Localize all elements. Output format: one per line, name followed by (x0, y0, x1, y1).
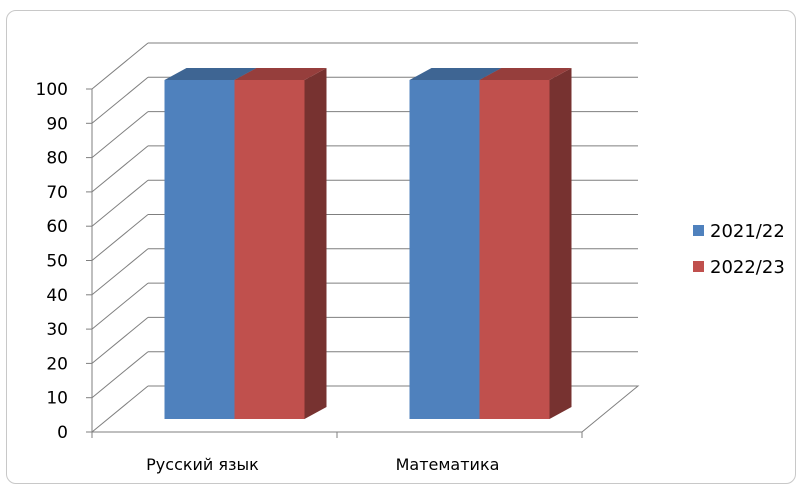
x-tick-label: Русский язык (146, 455, 259, 474)
y-tick-label: 10 (46, 389, 68, 409)
axes (86, 88, 583, 438)
y-tick-label: 0 (57, 423, 68, 443)
y-tick-label: 20 (46, 354, 68, 374)
bar-side-2022/23 (304, 68, 327, 419)
gridline-side (91, 111, 149, 158)
y-tick-label: 90 (46, 114, 68, 134)
bar-top-2022/23 (234, 68, 327, 80)
legend-label: 2021/22 (710, 221, 785, 242)
bar-side-2022/23 (549, 68, 572, 419)
bar-top-2022/23 (479, 68, 572, 80)
gridline-side (91, 385, 149, 433)
gridline-side (91, 351, 149, 399)
bars (164, 68, 572, 419)
bar-2021/22-Математика (409, 80, 480, 419)
bar-top-2021/22 (409, 68, 502, 80)
x-tick-label: Математика (396, 455, 500, 474)
y-tick-label: 70 (46, 183, 68, 203)
gridline-side (91, 248, 149, 296)
legend: 2021/22 2022/23 (693, 221, 785, 278)
y-tick-label: 40 (46, 286, 68, 306)
y-tick-label: 100 (36, 80, 68, 100)
y-tick-labels: 0 10 20 30 40 50 60 70 80 90 100 (36, 80, 68, 443)
gridline-side (91, 214, 149, 261)
x-tick-labels: Русский язык Математика (146, 455, 499, 474)
y-tick-label: 50 (46, 252, 68, 272)
gridline-side (91, 317, 149, 364)
chart-frame (6, 10, 796, 484)
bar-2022/23-Русский язык (234, 80, 305, 419)
gridline-side (91, 76, 149, 124)
gridline-side (91, 282, 149, 330)
gridline-side (91, 179, 149, 227)
bar-2021/22-Русский язык (164, 80, 235, 419)
gridline-side (91, 42, 149, 90)
bar-top-2021/22 (164, 68, 257, 80)
legend-label: 2022/23 (710, 257, 785, 278)
y-tick-label: 30 (46, 320, 68, 340)
y-tick-label: 80 (46, 149, 68, 169)
bar-2022/23-Математика (479, 80, 550, 419)
gridline-side (91, 145, 149, 193)
legend-swatch-2021/22 (693, 225, 704, 236)
legend-swatch-2022/23 (693, 261, 704, 272)
y-tick-label: 60 (46, 217, 68, 237)
